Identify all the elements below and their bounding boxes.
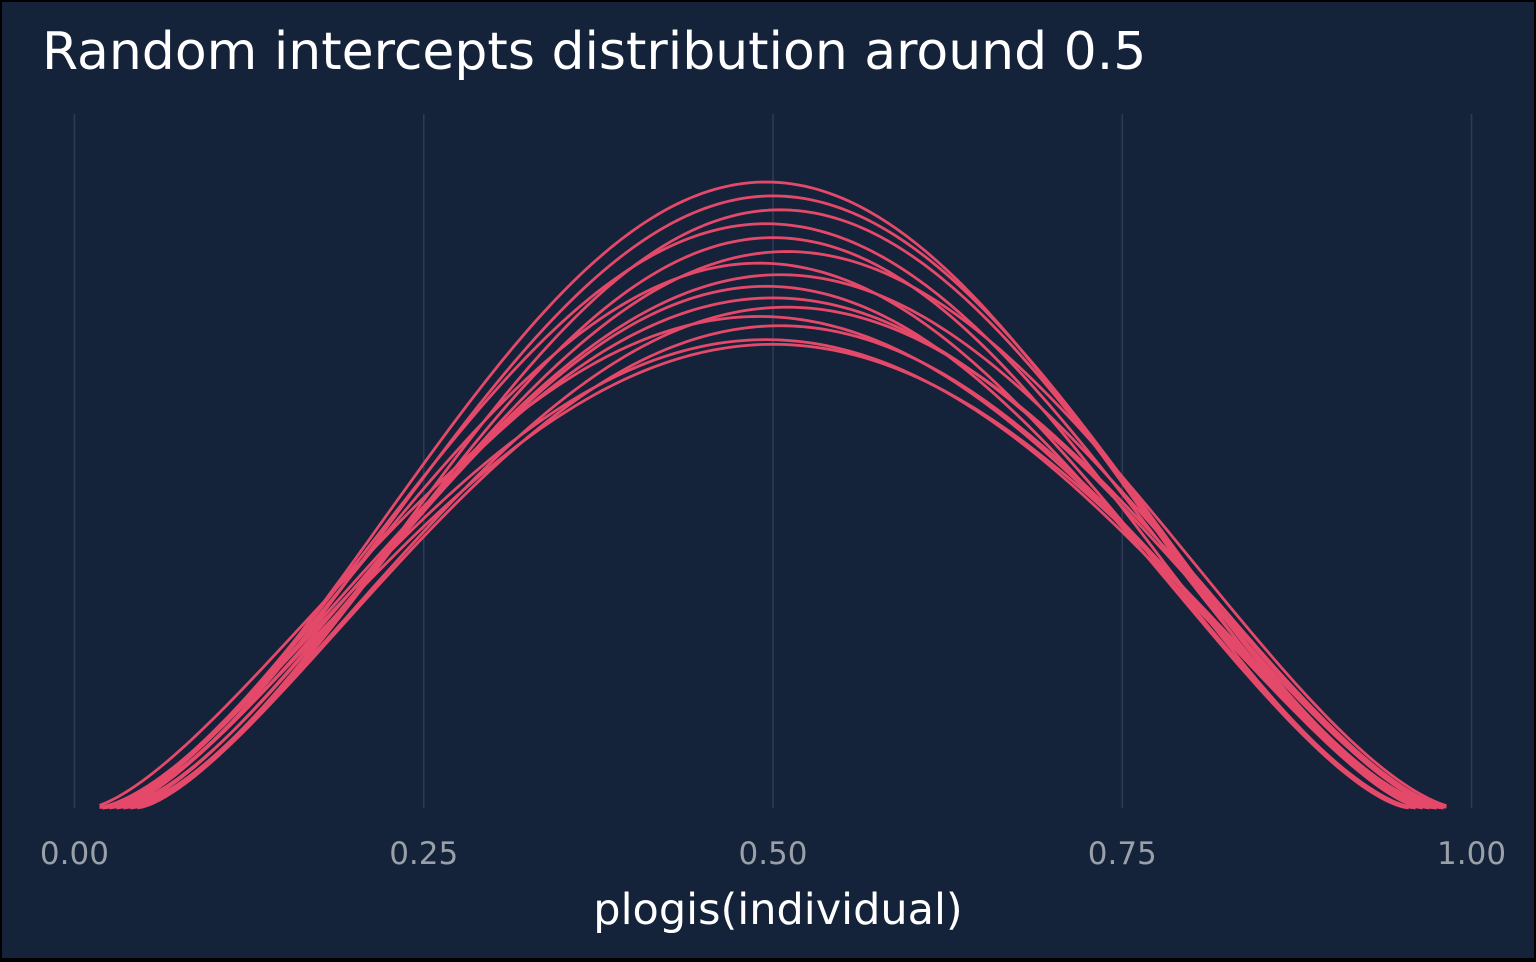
density-curve-14 [99,180,1437,810]
density-curve-4 [130,305,1444,810]
x-tick-labels: 0.00 0.25 0.50 0.75 1.00 [40,836,1506,872]
x-axis-title: plogis(individual) [593,885,962,935]
density-curve-2 [137,324,1423,810]
x-tick-label-1: 0.25 [389,836,458,872]
chart-title: Random intercepts distribution around 0.… [42,22,1147,82]
x-tick-label-3: 0.75 [1088,836,1157,872]
gridlines [73,114,1473,808]
density-curve-11 [99,222,1437,810]
density-curve-1 [109,338,1423,810]
x-tick-label-0: 0.00 [40,836,109,872]
density-curve-7 [109,273,1447,810]
density-curve-13 [102,194,1444,810]
density-curve-10 [130,236,1416,810]
density-curve-6 [123,284,1409,810]
density-curve-3 [99,315,1430,810]
x-tick-label-4: 1.00 [1437,836,1506,872]
density-curve-8 [102,261,1416,810]
density-curve-9 [116,250,1447,810]
density-curve-12 [123,208,1437,810]
density-curves [99,180,1447,810]
x-tick-label-2: 0.50 [738,836,807,872]
